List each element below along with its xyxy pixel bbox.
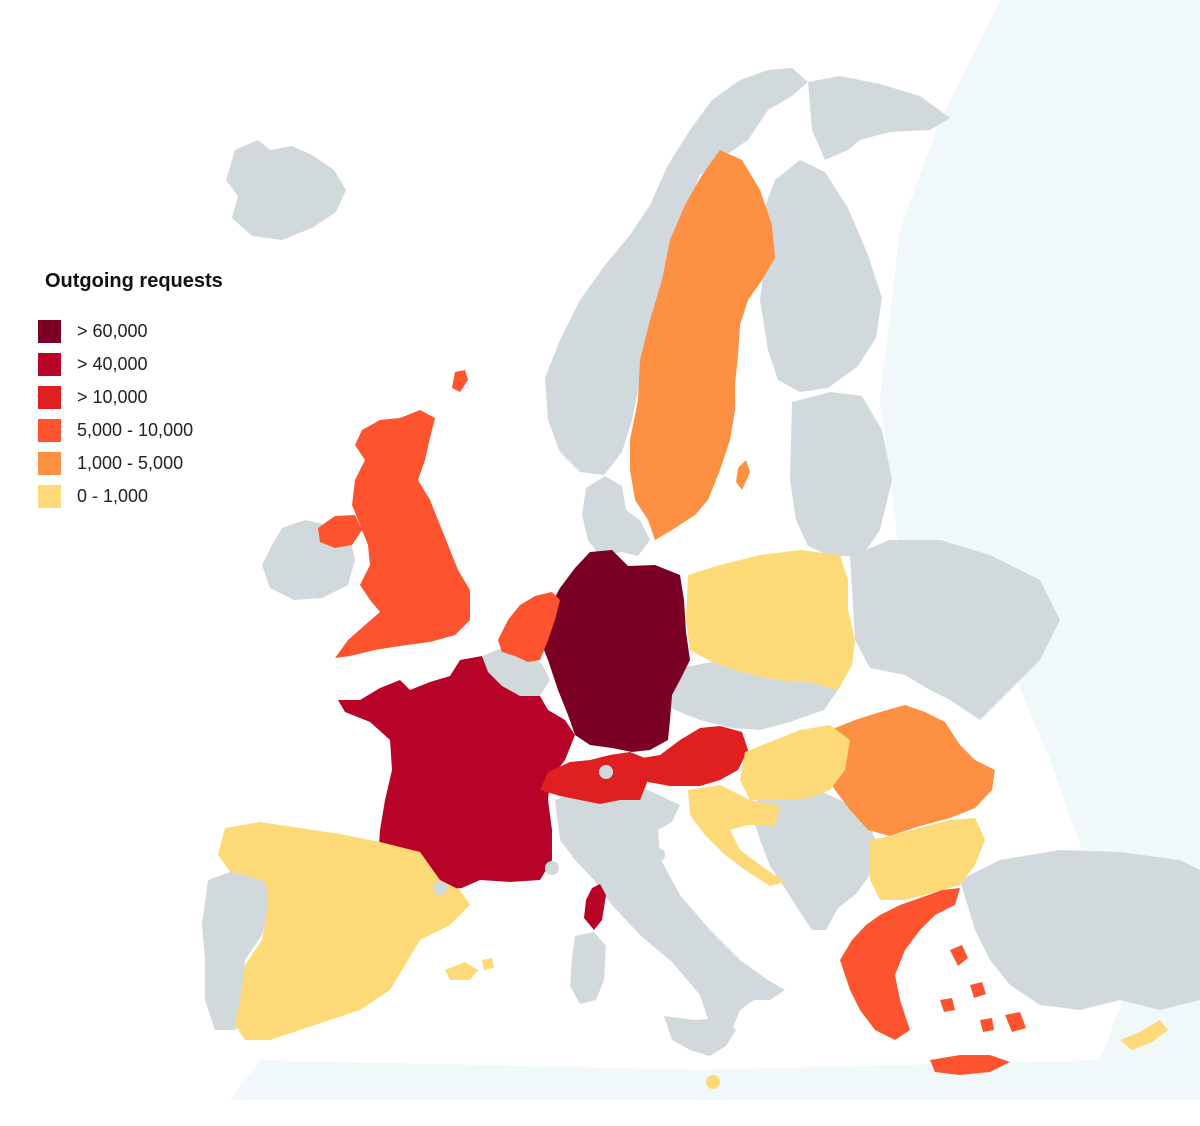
country-sweden xyxy=(630,150,775,540)
legend-swatch xyxy=(38,320,61,343)
country-germany xyxy=(540,550,690,752)
legend-label: 1,000 - 5,000 xyxy=(77,453,184,473)
country-romania xyxy=(822,705,995,836)
microstate-markers xyxy=(433,765,675,923)
legend-label: 5,000 - 10,000 xyxy=(77,420,194,440)
country-cyprus xyxy=(1120,1020,1168,1050)
country-france xyxy=(338,656,575,890)
legend-label: > 10,000 xyxy=(77,387,148,407)
country-hungary xyxy=(740,725,850,800)
country-crete xyxy=(930,1055,1010,1075)
country-baltics-belarus xyxy=(790,392,892,556)
country-malta xyxy=(706,1075,720,1089)
legend-item: > 60,000 xyxy=(38,315,223,348)
legend-swatch xyxy=(38,485,61,508)
country-iceland xyxy=(226,140,346,240)
legend-label: > 60,000 xyxy=(77,321,148,341)
legend: Outgoing requests > 60,000 > 40,000 > 10… xyxy=(38,270,223,513)
country-gotland xyxy=(736,460,750,490)
country-croatia xyxy=(688,785,785,886)
country-poland xyxy=(686,550,855,690)
country-corsica xyxy=(584,884,606,930)
country-bulgaria xyxy=(870,818,985,900)
country-ukraine-moldova xyxy=(850,540,1060,720)
country-norway xyxy=(545,68,808,475)
country-austria xyxy=(630,726,748,786)
country-portugal xyxy=(202,872,270,1030)
data-countries xyxy=(218,150,1168,1089)
legend-title: Outgoing requests xyxy=(45,270,223,292)
legend-label: 0 - 1,000 xyxy=(77,486,149,506)
country-russia-kola xyxy=(808,76,950,160)
marker-andorra xyxy=(433,881,447,895)
background-wash xyxy=(230,0,1200,1100)
country-greek-islands xyxy=(940,945,1026,1032)
marker-liechtenstein xyxy=(599,765,613,779)
country-sardinia xyxy=(570,932,606,1004)
country-northern-ireland xyxy=(318,515,362,548)
country-greece xyxy=(840,888,960,1040)
country-united-kingdom xyxy=(335,410,470,658)
legend-swatch xyxy=(38,419,61,442)
legend-swatch xyxy=(38,386,61,409)
legend-item: > 10,000 xyxy=(38,381,223,414)
legend-label: > 40,000 xyxy=(77,354,148,374)
legend-item: 1,000 - 5,000 xyxy=(38,447,223,480)
marker-monaco xyxy=(545,861,559,875)
country-balkans xyxy=(752,784,875,930)
legend-swatch xyxy=(38,353,61,376)
country-turkey xyxy=(960,850,1200,1010)
marker-san-marino xyxy=(651,848,665,862)
country-denmark xyxy=(582,476,650,556)
country-czechia-slovakia xyxy=(652,662,838,730)
legend-item: > 40,000 xyxy=(38,348,223,381)
country-switzerland xyxy=(540,752,650,804)
marker-vatican xyxy=(661,909,675,923)
country-uk-shetland xyxy=(452,370,468,392)
country-netherlands xyxy=(498,592,560,662)
country-finland xyxy=(760,160,882,392)
legend-items: > 60,000 > 40,000 > 10,000 5,000 - 10,00… xyxy=(38,315,223,513)
country-sicily xyxy=(664,1016,736,1056)
legend-swatch xyxy=(38,452,61,475)
legend-item: 5,000 - 10,000 xyxy=(38,414,223,447)
legend-item: 0 - 1,000 xyxy=(38,480,223,513)
country-balearics xyxy=(445,958,494,980)
country-spain xyxy=(218,822,470,1040)
